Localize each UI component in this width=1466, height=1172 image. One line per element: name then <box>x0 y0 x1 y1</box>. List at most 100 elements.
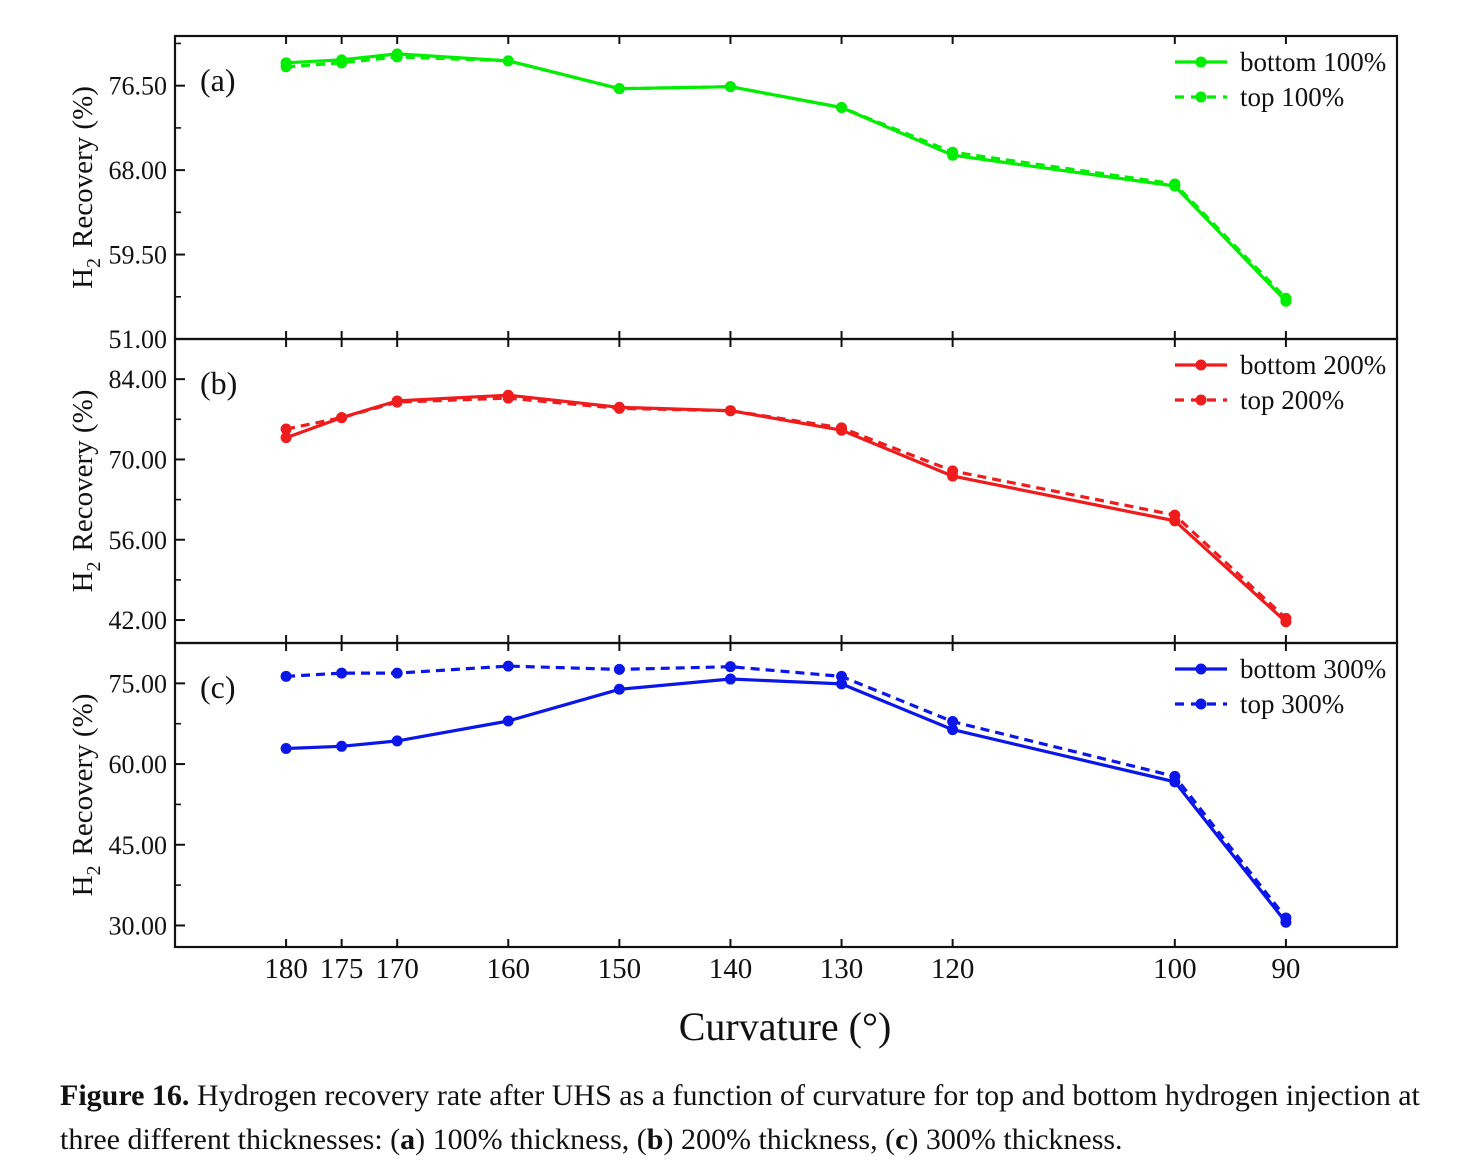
legend: bottom 100% top 100% <box>1175 47 1386 112</box>
data-point <box>336 667 348 679</box>
data-point <box>613 683 625 695</box>
y-tick-label: 70.00 <box>109 445 168 474</box>
data-point <box>724 81 736 93</box>
panel-label: (b) <box>200 365 237 401</box>
legend-swatch-marker <box>1195 663 1207 675</box>
caption-text-2: ) 100% thickness, ( <box>415 1123 647 1156</box>
data-point <box>613 402 625 414</box>
data-point <box>947 465 959 477</box>
panel-label: (a) <box>200 62 236 98</box>
data-point <box>502 55 514 67</box>
series-line-top <box>285 396 1287 620</box>
y-label-h: H <box>67 571 99 592</box>
data-point <box>947 146 959 158</box>
data-point <box>336 412 348 424</box>
data-point <box>836 678 848 690</box>
legend-entry: top 300% <box>1240 689 1344 719</box>
legend-entry: bottom 100% <box>1240 47 1386 77</box>
x-tick-label: 120 <box>931 953 975 985</box>
caption-a: a <box>400 1123 416 1156</box>
legend-swatch-marker <box>1195 698 1207 710</box>
series-line-top <box>285 55 1288 300</box>
figure-caption: Figure 16. Hydrogen recovery rate after … <box>60 1074 1450 1162</box>
caption-label: Figure 16. <box>60 1079 190 1112</box>
x-axis: 180 175 170 160 150 140 130 120 100 90 <box>264 953 1300 985</box>
data-point <box>391 396 403 408</box>
data-point <box>1169 509 1181 521</box>
panel-label: (c) <box>200 669 236 705</box>
x-tick-label: 150 <box>598 953 642 985</box>
x-tick-label: 175 <box>320 953 364 985</box>
data-point <box>280 742 292 754</box>
data-point <box>1280 912 1292 924</box>
chart-panel-c: 30.00 45.00 60.00 75.00 H2 Recovery (%) (c) bot… <box>67 641 1399 949</box>
y-axis-label: H2 Recovery (%) <box>67 86 105 289</box>
x-axis-label: Curvature (°) <box>679 1004 892 1049</box>
data-point <box>280 61 292 73</box>
y-label-h: H <box>67 268 99 289</box>
panel-frame <box>173 641 1399 949</box>
data-point <box>502 715 514 727</box>
data-point <box>613 83 625 95</box>
x-tick-label: 170 <box>375 953 419 985</box>
data-point <box>391 51 403 63</box>
caption-text-4: ) 300% thickness. <box>908 1123 1123 1156</box>
y-tick-label: 60.00 <box>109 750 168 779</box>
legend-swatch-marker <box>1195 56 1207 68</box>
data-point <box>280 670 292 682</box>
legend-swatch-marker <box>1195 359 1207 371</box>
y-tick-label: 45.00 <box>109 831 168 860</box>
data-point <box>1280 612 1292 624</box>
y-tick-label: 84.00 <box>109 365 168 394</box>
data-point <box>836 422 848 434</box>
y-tick-label: 75.00 <box>109 669 168 698</box>
x-tick-label: 180 <box>264 953 308 985</box>
panel-frame <box>173 337 1399 645</box>
data-point <box>1280 292 1292 304</box>
y-axis-label: H2 Recovery (%) <box>67 694 105 897</box>
x-tick-label: 160 <box>487 953 531 985</box>
legend-entry: top 100% <box>1240 82 1344 112</box>
data-point <box>1169 178 1181 190</box>
y-label-subscript: 2 <box>83 865 105 875</box>
chart-panel-b: 42.00 56.00 70.00 84.00 H2 Recovery (%) (b) bot… <box>67 337 1399 645</box>
data-point <box>280 432 292 444</box>
caption-text-3: ) 200% thickness, ( <box>663 1123 896 1156</box>
legend: bottom 300% top 300% <box>1175 654 1386 719</box>
x-tick-label: 130 <box>820 953 864 985</box>
x-tick-label: 140 <box>709 953 753 985</box>
y-tick-label: 42.00 <box>109 606 168 635</box>
y-label-rest: Recovery (%) <box>67 86 99 248</box>
x-tick-label: 90 <box>1271 953 1300 985</box>
series-line-bottom <box>285 393 1287 623</box>
y-tick-label: 59.50 <box>109 241 168 270</box>
panel-frame <box>173 34 1399 341</box>
chart-panel-a: 51.00 59.50 68.00 76.50 H2 Recovery (%) (a) bot… <box>67 34 1399 354</box>
legend-entry: bottom 200% <box>1240 350 1386 380</box>
data-point <box>336 740 348 752</box>
data-point <box>947 724 959 736</box>
legend-entry: top 200% <box>1240 385 1344 415</box>
y-label-subscript: 2 <box>83 258 105 268</box>
legend-swatch-marker <box>1195 91 1207 103</box>
data-point <box>391 735 403 747</box>
legend-swatch-marker <box>1195 394 1207 406</box>
data-point <box>502 392 514 404</box>
y-label-rest: Recovery (%) <box>67 390 99 552</box>
y-axis-label: H2 Recovery (%) <box>67 390 105 593</box>
series-line-bottom <box>286 52 1288 303</box>
data-point <box>280 423 292 435</box>
y-label-rest: Recovery (%) <box>67 694 99 856</box>
series-line-top <box>286 664 1288 919</box>
data-point <box>724 661 736 673</box>
caption-b: b <box>646 1123 664 1156</box>
y-tick-label: 68.00 <box>109 156 168 185</box>
legend-entry: bottom 300% <box>1240 654 1386 684</box>
series-line-bottom <box>286 677 1288 924</box>
data-point <box>724 405 736 417</box>
data-point <box>1169 770 1181 782</box>
caption-text-1: Hydrogen recovery rate after UHS as a fu… <box>60 1079 1420 1156</box>
y-tick-label: 51.00 <box>109 325 168 354</box>
